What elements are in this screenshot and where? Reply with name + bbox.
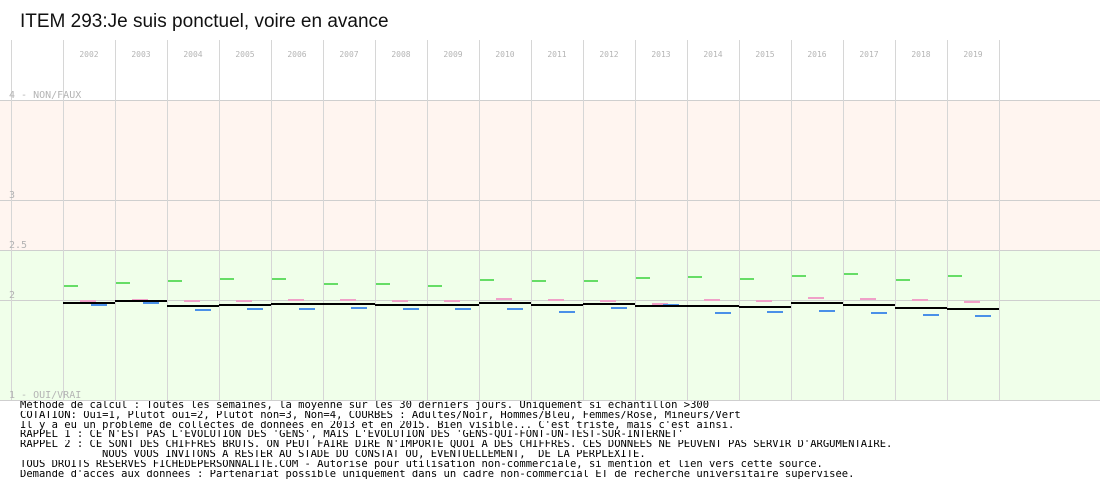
x-tick-label: 2014 xyxy=(703,50,722,59)
x-tick-label: 2005 xyxy=(235,50,254,59)
note-copyright: TOUS DROITS RESERVES FICHEDEPERSONNALITE… xyxy=(20,459,823,470)
x-tick-label: 2006 xyxy=(287,50,306,59)
series-marks xyxy=(63,273,999,317)
x-tick-label: 2002 xyxy=(79,50,98,59)
x-tick-label: 2003 xyxy=(131,50,150,59)
chart-notes: Méthode de calcul : Toutes les semaines,… xyxy=(20,401,1095,479)
x-tick-label: 2009 xyxy=(443,50,462,59)
background-band-1 xyxy=(0,250,1100,400)
note-rappel-2: RAPPEL 2 : CE SONT DES CHIFFRES BRUTS. O… xyxy=(20,440,893,450)
x-tick-label: 2007 xyxy=(339,50,358,59)
y-tick-label: 2.5 xyxy=(9,240,27,251)
x-tick-label: 2004 xyxy=(183,50,202,59)
x-tick-label: 2008 xyxy=(391,50,410,59)
y-axis-labels: 4 - NON/FAUX 3 2.5 2 1 - OUI/VRAI xyxy=(9,90,81,401)
top-margin-band xyxy=(0,0,1100,100)
note-method: Méthode de calcul : Toutes les semaines,… xyxy=(20,401,710,411)
x-tick-label: 2019 xyxy=(963,50,982,59)
x-tick-label: 2012 xyxy=(599,50,618,59)
background-bands xyxy=(0,0,1100,400)
background-band-0 xyxy=(0,100,1100,250)
y-tick-label: 4 - NON/FAUX xyxy=(9,90,81,101)
y-tick-label: 2 xyxy=(9,290,15,301)
y-tick-label: 1 - OUI/VRAI xyxy=(9,390,81,401)
x-tick-label: 2013 xyxy=(651,50,670,59)
note-problem: Il y a eu un problème de collectes de do… xyxy=(20,420,735,431)
x-tick-label: 2018 xyxy=(911,50,930,59)
note-rappel-1: RAPPEL 1 : CE N'EST PAS L'EVOLUTION DES … xyxy=(20,430,684,441)
note-data-access: Demande d'accès aux données : Partenaria… xyxy=(20,469,855,480)
x-tick-label: 2016 xyxy=(807,50,826,59)
note-cotation: COTATION: Oui=1, Plutôt oui=2, Plutôt no… xyxy=(20,410,741,421)
x-tick-label: 2011 xyxy=(547,50,566,59)
note-invitation: NOUS VOUS INVITONS A RESTER AU STADE DU … xyxy=(102,449,646,460)
x-tick-label: 2010 xyxy=(495,50,514,59)
chart-title: ITEM 293:Je suis ponctuel, voire en avan… xyxy=(20,11,389,32)
x-tick-label: 2015 xyxy=(755,50,774,59)
y-tick-label: 3 xyxy=(9,190,15,201)
x-tick-label: 2017 xyxy=(859,50,878,59)
x-axis-labels: 2002 2003 2004 2005 2006 2007 2008 2009 2010 2011… xyxy=(79,50,982,59)
